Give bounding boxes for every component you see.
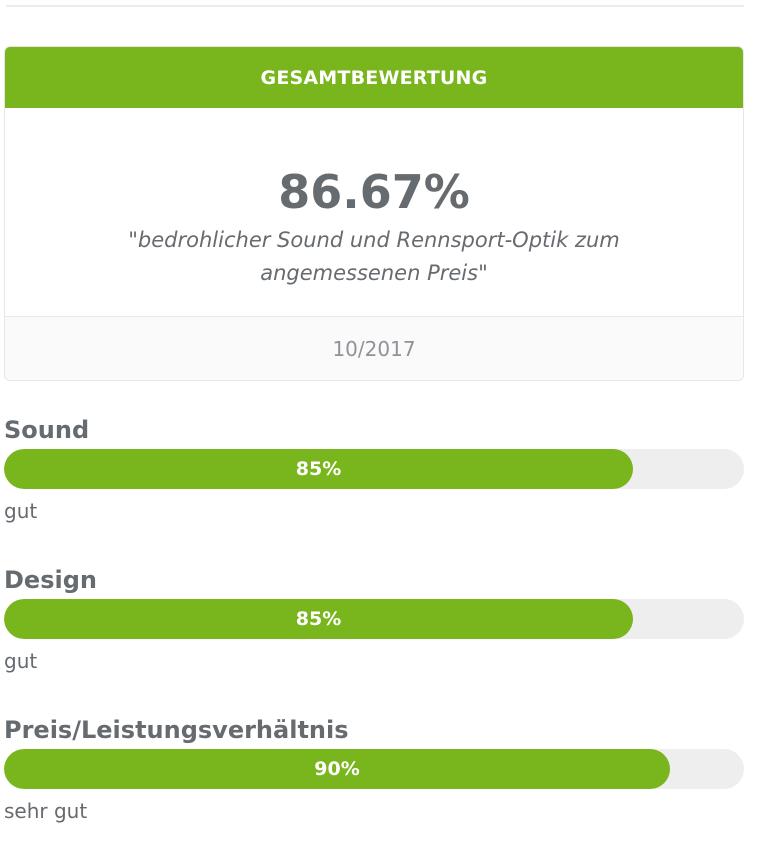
progress-percent: 85%: [295, 608, 342, 630]
criterion-label: Sound: [4, 416, 90, 444]
criterion-price-performance: Preis/Leistungsverhältnis 90% sehr gut: [4, 715, 744, 825]
overall-rating-body: 86.67% "bedrohlicher Sound und Rennsport…: [5, 108, 743, 316]
progress-fill: 85%: [4, 449, 633, 489]
criterion-label: Design: [4, 566, 97, 594]
progress-percent: 90%: [314, 758, 360, 780]
overall-rating-header: GESAMTBEWERTUNG: [5, 47, 743, 108]
criterion-verdict: gut: [4, 499, 38, 523]
progress-track: 90%: [4, 749, 744, 789]
progress-track: 85%: [4, 449, 744, 489]
progress-percent: 85%: [295, 458, 342, 480]
overall-rating-card: GESAMTBEWERTUNG 86.67% "bedrohlicher Sou…: [4, 46, 744, 381]
progress-fill: 85%: [4, 599, 633, 639]
criterion-verdict: gut: [4, 649, 38, 673]
progress-fill: 90%: [4, 749, 670, 789]
progress-track: 85%: [4, 599, 744, 639]
top-divider: [6, 5, 744, 7]
criterion-sound: Sound 85% gut: [4, 415, 744, 525]
criterion-label: Preis/Leistungsverhältnis: [4, 716, 349, 744]
rating-date: 10/2017: [5, 316, 743, 380]
rating-quote: "bedrohlicher Sound und Rennsport-Optik …: [128, 228, 620, 285]
overall-score: 86.67%: [278, 165, 470, 219]
criterion-verdict: sehr gut: [4, 799, 88, 823]
criterion-design: Design 85% gut: [4, 565, 744, 675]
